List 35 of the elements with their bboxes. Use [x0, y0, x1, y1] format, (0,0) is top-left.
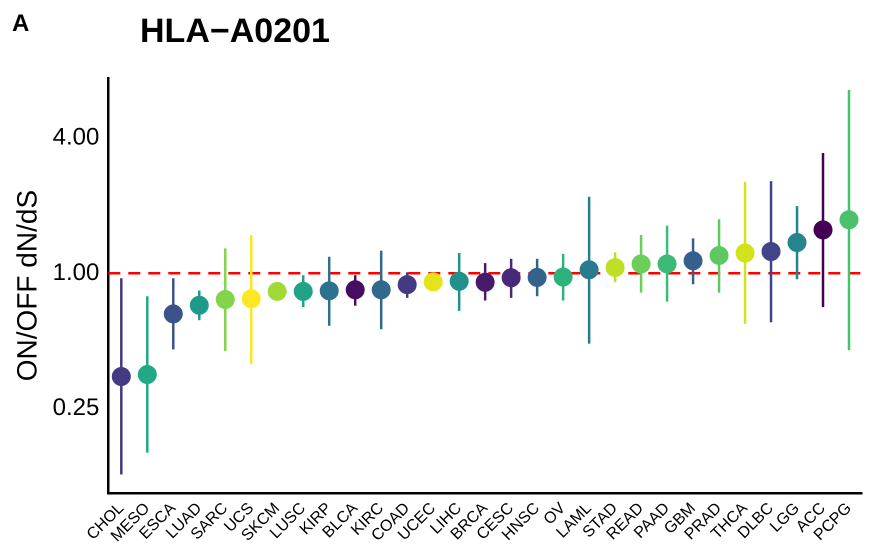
point: [164, 304, 183, 324]
point: [684, 251, 703, 270]
point: [372, 280, 391, 300]
point: [320, 281, 339, 300]
chart-title: HLA−A0201: [140, 12, 330, 51]
point: [502, 268, 521, 288]
point: [112, 367, 131, 386]
point: [736, 244, 755, 263]
point: [242, 289, 261, 308]
point: [398, 275, 417, 294]
point: [840, 210, 859, 230]
y-tick-label: 4.00: [52, 124, 100, 151]
point: [528, 268, 547, 287]
point: [268, 282, 287, 301]
y-tick-label: 0.25: [52, 394, 100, 422]
point: [788, 233, 807, 252]
point: [762, 242, 781, 261]
point: [294, 282, 313, 301]
y-tick-label: 1.00: [52, 258, 100, 286]
point: [710, 246, 729, 265]
point: [190, 296, 209, 315]
point: [138, 365, 157, 384]
point: [216, 290, 235, 310]
point: [450, 272, 469, 291]
text: A: [12, 10, 30, 38]
point: [476, 272, 495, 292]
point: [658, 254, 677, 274]
point: [632, 254, 651, 274]
point: [554, 268, 573, 287]
point: [424, 272, 443, 292]
point: [346, 280, 365, 300]
point: [606, 258, 625, 278]
point: [580, 260, 599, 280]
point: [814, 220, 833, 240]
y-axis-title: ON/OFF dN/dS: [12, 190, 43, 382]
